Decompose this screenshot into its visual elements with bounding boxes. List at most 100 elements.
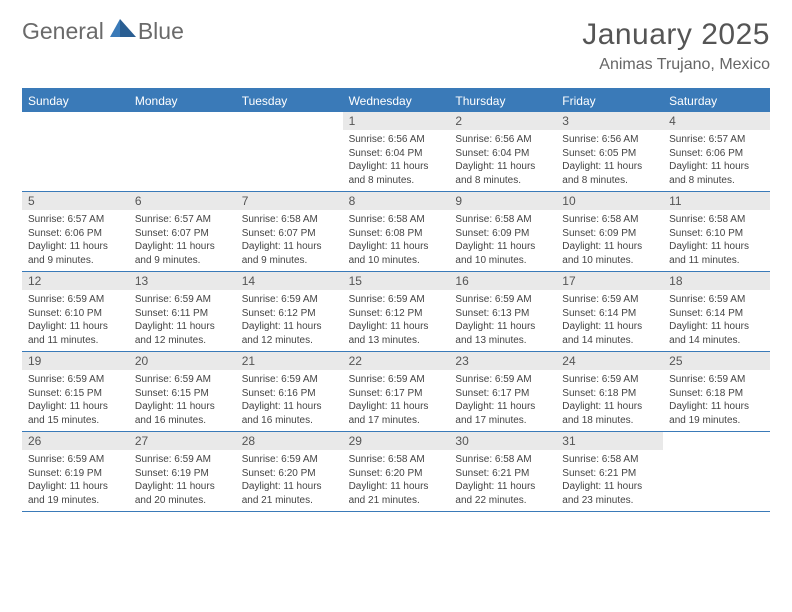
calendar-cell: 5Sunrise: 6:57 AMSunset: 6:06 PMDaylight… xyxy=(22,192,129,271)
cell-details: Sunrise: 6:59 AMSunset: 6:14 PMDaylight:… xyxy=(556,290,663,351)
date-number: 1 xyxy=(343,112,450,130)
calendar-cell: 25Sunrise: 6:59 AMSunset: 6:18 PMDayligh… xyxy=(663,352,770,431)
brand-mark-icon xyxy=(110,19,136,44)
calendar-cell: 29Sunrise: 6:58 AMSunset: 6:20 PMDayligh… xyxy=(343,432,450,511)
date-number: 6 xyxy=(129,192,236,210)
calendar-cell: 6Sunrise: 6:57 AMSunset: 6:07 PMDaylight… xyxy=(129,192,236,271)
date-number: 27 xyxy=(129,432,236,450)
cell-details: Sunrise: 6:59 AMSunset: 6:15 PMDaylight:… xyxy=(129,370,236,431)
calendar-cell: 19Sunrise: 6:59 AMSunset: 6:15 PMDayligh… xyxy=(22,352,129,431)
calendar-cell xyxy=(129,112,236,191)
calendar-cell: 4Sunrise: 6:57 AMSunset: 6:06 PMDaylight… xyxy=(663,112,770,191)
week-row: 19Sunrise: 6:59 AMSunset: 6:15 PMDayligh… xyxy=(22,352,770,432)
cell-details: Sunrise: 6:59 AMSunset: 6:19 PMDaylight:… xyxy=(129,450,236,511)
calendar-cell: 27Sunrise: 6:59 AMSunset: 6:19 PMDayligh… xyxy=(129,432,236,511)
cell-details: Sunrise: 6:59 AMSunset: 6:15 PMDaylight:… xyxy=(22,370,129,431)
date-number: 22 xyxy=(343,352,450,370)
calendar-cell: 13Sunrise: 6:59 AMSunset: 6:11 PMDayligh… xyxy=(129,272,236,351)
date-number: 20 xyxy=(129,352,236,370)
cell-details: Sunrise: 6:58 AMSunset: 6:07 PMDaylight:… xyxy=(236,210,343,271)
date-number: 25 xyxy=(663,352,770,370)
calendar-cell xyxy=(236,112,343,191)
cell-details: Sunrise: 6:57 AMSunset: 6:06 PMDaylight:… xyxy=(663,130,770,191)
day-header-cell: Sunday xyxy=(22,90,129,112)
date-number: 17 xyxy=(556,272,663,290)
date-number xyxy=(129,112,236,130)
calendar-cell: 26Sunrise: 6:59 AMSunset: 6:19 PMDayligh… xyxy=(22,432,129,511)
brand-text-1: General xyxy=(22,18,104,45)
day-header-cell: Wednesday xyxy=(343,90,450,112)
date-number: 13 xyxy=(129,272,236,290)
date-number: 15 xyxy=(343,272,450,290)
date-number: 5 xyxy=(22,192,129,210)
cell-details: Sunrise: 6:59 AMSunset: 6:13 PMDaylight:… xyxy=(449,290,556,351)
calendar-cell: 24Sunrise: 6:59 AMSunset: 6:18 PMDayligh… xyxy=(556,352,663,431)
cell-details: Sunrise: 6:59 AMSunset: 6:18 PMDaylight:… xyxy=(663,370,770,431)
day-header-cell: Saturday xyxy=(663,90,770,112)
date-number: 3 xyxy=(556,112,663,130)
calendar: SundayMondayTuesdayWednesdayThursdayFrid… xyxy=(22,88,770,512)
calendar-cell: 30Sunrise: 6:58 AMSunset: 6:21 PMDayligh… xyxy=(449,432,556,511)
date-number: 21 xyxy=(236,352,343,370)
calendar-cell: 21Sunrise: 6:59 AMSunset: 6:16 PMDayligh… xyxy=(236,352,343,431)
weeks-container: 1Sunrise: 6:56 AMSunset: 6:04 PMDaylight… xyxy=(22,112,770,512)
cell-details: Sunrise: 6:59 AMSunset: 6:14 PMDaylight:… xyxy=(663,290,770,351)
calendar-cell: 22Sunrise: 6:59 AMSunset: 6:17 PMDayligh… xyxy=(343,352,450,431)
calendar-cell: 12Sunrise: 6:59 AMSunset: 6:10 PMDayligh… xyxy=(22,272,129,351)
week-row: 26Sunrise: 6:59 AMSunset: 6:19 PMDayligh… xyxy=(22,432,770,512)
day-header-cell: Monday xyxy=(129,90,236,112)
calendar-cell xyxy=(663,432,770,511)
date-number: 30 xyxy=(449,432,556,450)
date-number: 4 xyxy=(663,112,770,130)
week-row: 12Sunrise: 6:59 AMSunset: 6:10 PMDayligh… xyxy=(22,272,770,352)
calendar-cell: 9Sunrise: 6:58 AMSunset: 6:09 PMDaylight… xyxy=(449,192,556,271)
day-header-cell: Thursday xyxy=(449,90,556,112)
calendar-cell: 3Sunrise: 6:56 AMSunset: 6:05 PMDaylight… xyxy=(556,112,663,191)
cell-details: Sunrise: 6:59 AMSunset: 6:10 PMDaylight:… xyxy=(22,290,129,351)
cell-details: Sunrise: 6:59 AMSunset: 6:17 PMDaylight:… xyxy=(449,370,556,431)
brand-logo: General Blue xyxy=(22,18,184,45)
month-title: January 2025 xyxy=(582,18,770,52)
date-number: 29 xyxy=(343,432,450,450)
date-number: 24 xyxy=(556,352,663,370)
calendar-cell: 23Sunrise: 6:59 AMSunset: 6:17 PMDayligh… xyxy=(449,352,556,431)
cell-details: Sunrise: 6:58 AMSunset: 6:20 PMDaylight:… xyxy=(343,450,450,511)
date-number xyxy=(22,112,129,130)
cell-details: Sunrise: 6:59 AMSunset: 6:19 PMDaylight:… xyxy=(22,450,129,511)
calendar-cell: 28Sunrise: 6:59 AMSunset: 6:20 PMDayligh… xyxy=(236,432,343,511)
cell-details: Sunrise: 6:58 AMSunset: 6:21 PMDaylight:… xyxy=(449,450,556,511)
date-number: 9 xyxy=(449,192,556,210)
day-header-row: SundayMondayTuesdayWednesdayThursdayFrid… xyxy=(22,90,770,112)
brand-text-2: Blue xyxy=(138,18,184,44)
calendar-cell: 7Sunrise: 6:58 AMSunset: 6:07 PMDaylight… xyxy=(236,192,343,271)
date-number: 18 xyxy=(663,272,770,290)
cell-details: Sunrise: 6:58 AMSunset: 6:09 PMDaylight:… xyxy=(556,210,663,271)
calendar-cell: 10Sunrise: 6:58 AMSunset: 6:09 PMDayligh… xyxy=(556,192,663,271)
calendar-cell: 8Sunrise: 6:58 AMSunset: 6:08 PMDaylight… xyxy=(343,192,450,271)
cell-details: Sunrise: 6:56 AMSunset: 6:05 PMDaylight:… xyxy=(556,130,663,191)
day-header-cell: Friday xyxy=(556,90,663,112)
week-row: 5Sunrise: 6:57 AMSunset: 6:06 PMDaylight… xyxy=(22,192,770,272)
location-text: Animas Trujano, Mexico xyxy=(582,56,770,74)
week-row: 1Sunrise: 6:56 AMSunset: 6:04 PMDaylight… xyxy=(22,112,770,192)
date-number xyxy=(663,432,770,450)
calendar-cell: 14Sunrise: 6:59 AMSunset: 6:12 PMDayligh… xyxy=(236,272,343,351)
date-number: 10 xyxy=(556,192,663,210)
cell-details: Sunrise: 6:59 AMSunset: 6:20 PMDaylight:… xyxy=(236,450,343,511)
calendar-cell: 20Sunrise: 6:59 AMSunset: 6:15 PMDayligh… xyxy=(129,352,236,431)
cell-details: Sunrise: 6:59 AMSunset: 6:17 PMDaylight:… xyxy=(343,370,450,431)
date-number: 28 xyxy=(236,432,343,450)
date-number: 14 xyxy=(236,272,343,290)
calendar-cell: 31Sunrise: 6:58 AMSunset: 6:21 PMDayligh… xyxy=(556,432,663,511)
cell-details: Sunrise: 6:58 AMSunset: 6:08 PMDaylight:… xyxy=(343,210,450,271)
cell-details: Sunrise: 6:59 AMSunset: 6:12 PMDaylight:… xyxy=(236,290,343,351)
cell-details: Sunrise: 6:59 AMSunset: 6:12 PMDaylight:… xyxy=(343,290,450,351)
calendar-cell: 16Sunrise: 6:59 AMSunset: 6:13 PMDayligh… xyxy=(449,272,556,351)
calendar-cell: 1Sunrise: 6:56 AMSunset: 6:04 PMDaylight… xyxy=(343,112,450,191)
cell-details: Sunrise: 6:59 AMSunset: 6:18 PMDaylight:… xyxy=(556,370,663,431)
date-number: 26 xyxy=(22,432,129,450)
cell-details: Sunrise: 6:57 AMSunset: 6:06 PMDaylight:… xyxy=(22,210,129,271)
date-number: 31 xyxy=(556,432,663,450)
cell-details: Sunrise: 6:58 AMSunset: 6:09 PMDaylight:… xyxy=(449,210,556,271)
day-header-cell: Tuesday xyxy=(236,90,343,112)
